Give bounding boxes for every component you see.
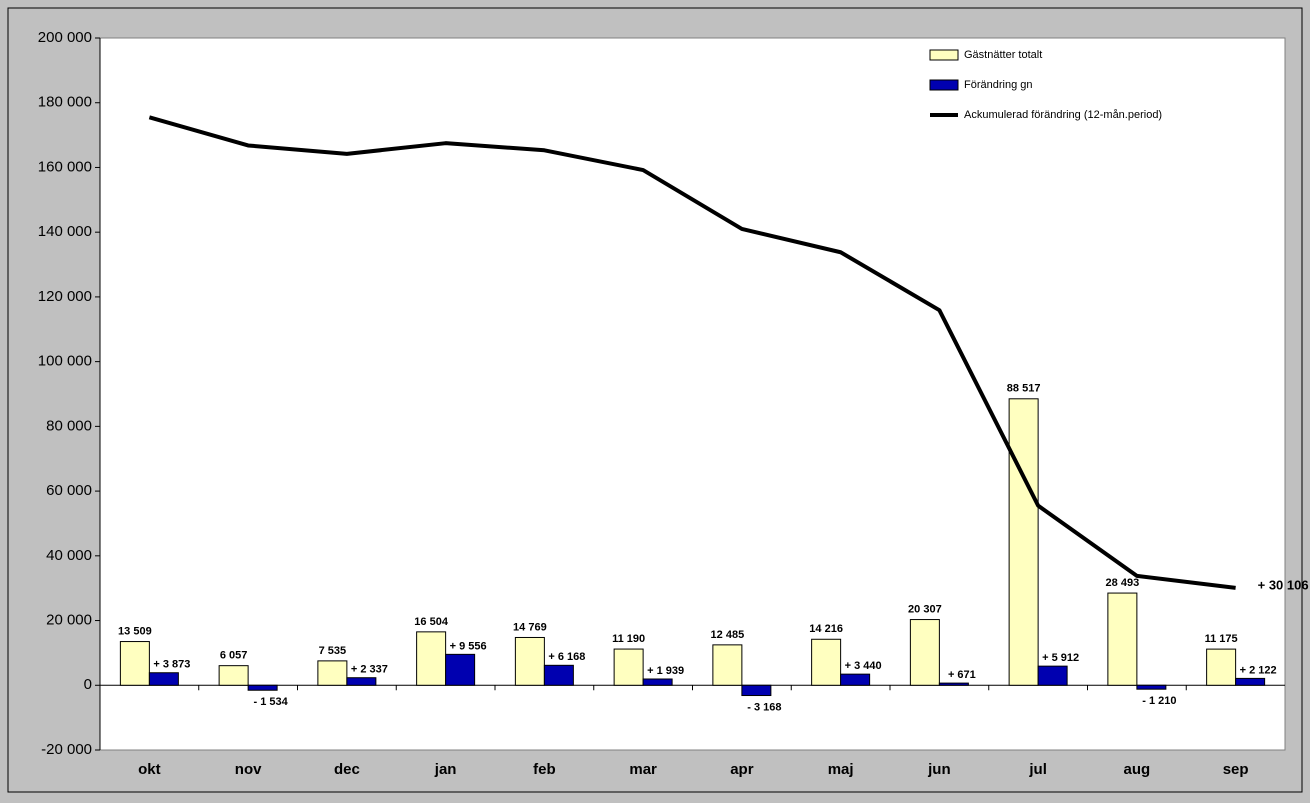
- bar: [514, 636, 545, 686]
- x-tick-label: dec: [334, 761, 360, 778]
- bar: [416, 631, 447, 686]
- value-label: + 6 168: [548, 651, 585, 663]
- bar: [909, 619, 940, 686]
- legend-swatch: [929, 49, 959, 61]
- legend-label: Ackumulerad förändring (12-mån.period): [964, 109, 1162, 121]
- y-tick-label: 20 000: [46, 612, 92, 629]
- y-tick-label: 60 000: [46, 482, 92, 499]
- bar: [741, 684, 772, 697]
- value-label: - 1 534: [254, 696, 289, 708]
- x-tick-label: feb: [533, 761, 556, 778]
- bar: [148, 672, 179, 686]
- bar: [543, 664, 574, 686]
- x-tick-label: jun: [927, 761, 951, 778]
- value-label: 11 190: [612, 633, 645, 645]
- y-tick-label: 80 000: [46, 417, 92, 434]
- value-label: 11 175: [1205, 633, 1238, 645]
- y-tick-label: 160 000: [38, 158, 92, 175]
- bar: [1037, 665, 1068, 686]
- value-label: + 671: [948, 669, 976, 681]
- value-label: + 30 106: [1258, 577, 1309, 592]
- bar: [840, 673, 871, 686]
- bar: [811, 638, 842, 686]
- y-tick-label: 180 000: [38, 94, 92, 111]
- x-tick-label: jul: [1028, 761, 1047, 778]
- value-label: 13 509: [118, 625, 152, 637]
- x-tick-label: maj: [828, 761, 854, 778]
- y-tick-label: 120 000: [38, 288, 92, 305]
- plot-area: [99, 37, 1286, 751]
- bar: [1206, 648, 1237, 686]
- value-label: 7 535: [319, 645, 347, 657]
- bar: [712, 644, 743, 686]
- y-tick-label: 140 000: [38, 223, 92, 240]
- value-label: 16 504: [414, 616, 449, 628]
- line-series: [148, 115, 1236, 590]
- value-label: + 2 122: [1240, 664, 1277, 676]
- value-label: + 2 337: [351, 664, 388, 676]
- bar: [218, 665, 249, 686]
- value-label: 14 769: [513, 621, 547, 633]
- value-label: + 3 873: [153, 659, 190, 671]
- value-label: 28 493: [1106, 577, 1140, 589]
- bar: [346, 677, 377, 686]
- value-label: 14 216: [809, 623, 843, 635]
- x-tick-label: aug: [1124, 761, 1151, 778]
- y-tick-label: 200 000: [38, 29, 92, 46]
- y-tick-label: 0: [84, 676, 92, 693]
- x-tick-label: apr: [730, 761, 754, 778]
- legend-swatch: [929, 79, 959, 91]
- y-tick-label: -20 000: [41, 741, 92, 758]
- bar: [317, 660, 348, 686]
- value-label: 88 517: [1007, 383, 1041, 395]
- bar: [445, 653, 476, 686]
- y-tick-label: 40 000: [46, 547, 92, 564]
- value-label: + 5 912: [1042, 652, 1079, 664]
- bar: [1235, 677, 1266, 686]
- bar: [1107, 592, 1138, 686]
- value-label: - 1 210: [1142, 695, 1176, 707]
- value-label: + 1 939: [647, 665, 684, 677]
- x-tick-label: nov: [235, 761, 262, 778]
- value-label: 20 307: [908, 603, 942, 615]
- value-label: - 3 168: [747, 701, 781, 713]
- legend-label: Förändring gn: [964, 79, 1033, 91]
- x-tick-label: jan: [434, 761, 457, 778]
- x-tick-label: sep: [1223, 761, 1249, 778]
- bar: [119, 641, 150, 686]
- y-tick-label: 100 000: [38, 353, 92, 370]
- bar: [642, 678, 673, 686]
- x-tick-label: okt: [138, 761, 161, 778]
- value-label: + 3 440: [845, 660, 882, 672]
- bar: [1008, 398, 1039, 686]
- value-label: 12 485: [711, 629, 745, 641]
- bar: [938, 682, 969, 686]
- legend-label: Gästnätter totalt: [964, 49, 1042, 61]
- bar: [247, 684, 278, 691]
- bar: [1136, 684, 1167, 690]
- value-label: + 9 556: [450, 640, 487, 652]
- bar: [613, 648, 644, 686]
- x-tick-label: mar: [629, 761, 657, 778]
- value-label: 6 057: [220, 650, 248, 662]
